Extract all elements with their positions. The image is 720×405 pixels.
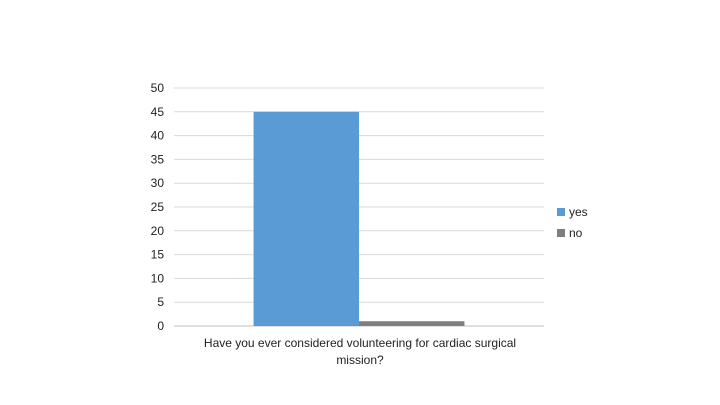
- y-tick-label: 35: [151, 152, 165, 166]
- legend-swatch-yes: [557, 208, 565, 216]
- bar-yes: [253, 111, 359, 326]
- y-tick-label: 10: [151, 271, 165, 285]
- y-tick-label: 5: [157, 295, 164, 309]
- x-category-label: Have you ever considered volunteering fo…: [203, 336, 517, 367]
- y-tick-label: 25: [151, 200, 165, 214]
- y-tick-label: 45: [151, 105, 165, 119]
- legend: yes no: [557, 205, 588, 240]
- y-tick-label: 30: [151, 176, 165, 190]
- y-axis-ticks: 0 5 10 15 20 25 30 35 40 45 50: [151, 81, 165, 333]
- y-tick-label: 0: [157, 319, 164, 333]
- y-tick-label: 50: [151, 81, 165, 95]
- legend-label-no: no: [569, 226, 583, 240]
- y-tick-label: 40: [151, 129, 165, 143]
- bar-no: [359, 321, 465, 326]
- bars: [253, 111, 465, 326]
- legend-swatch-no: [557, 229, 565, 237]
- y-tick-label: 20: [151, 224, 165, 238]
- legend-label-yes: yes: [569, 205, 588, 219]
- y-tick-label: 15: [151, 248, 165, 262]
